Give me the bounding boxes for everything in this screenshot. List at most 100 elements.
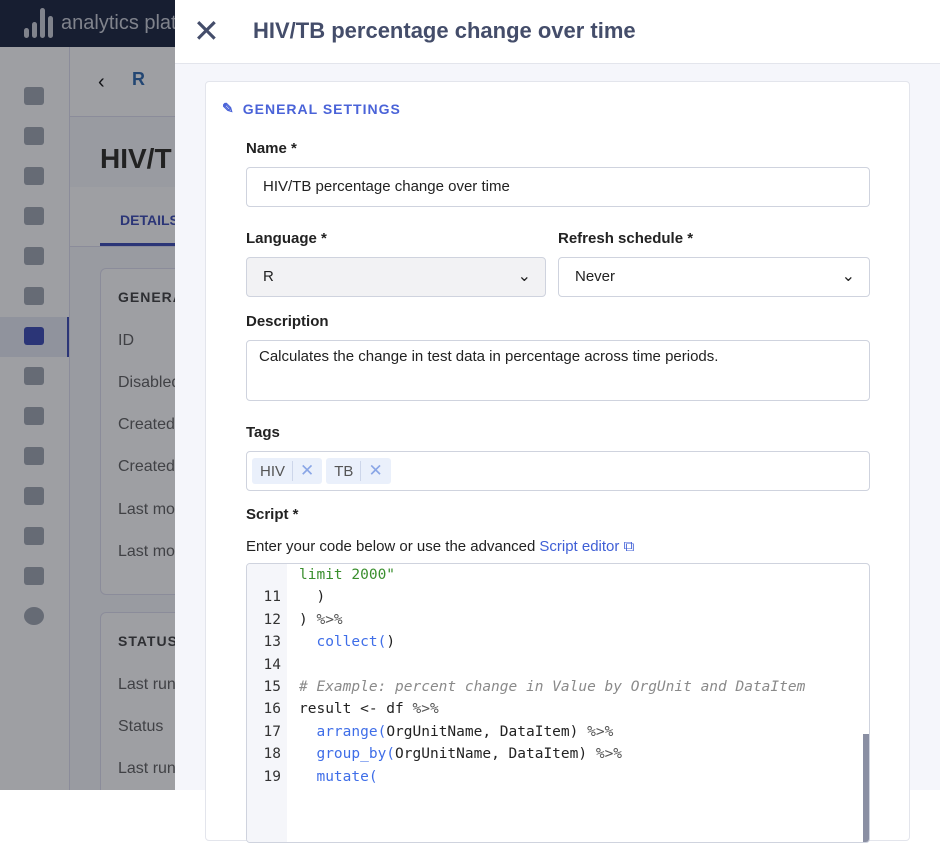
modal-overlay[interactable] xyxy=(0,0,175,790)
code-line: 13 collect() xyxy=(247,634,869,656)
bar-chart-icon[interactable] xyxy=(24,527,44,545)
code-line: 18 group_by(OrgUnitName, DataItem) %>% xyxy=(247,746,869,768)
refresh-select[interactable]: Never ⌄ xyxy=(558,257,870,297)
line-text: limit 2000" xyxy=(299,567,396,583)
line-text: result <- df %>% xyxy=(299,701,439,718)
status-card: STATUS Last run Status Last run xyxy=(100,612,175,790)
broadcast-icon[interactable] xyxy=(24,567,44,585)
code-line: 16 result <- df %>% xyxy=(247,701,869,723)
script-label: Script * xyxy=(246,506,299,523)
page-title: HIV/T xyxy=(100,143,172,174)
file-icon[interactable] xyxy=(24,207,44,225)
gear-icon[interactable] xyxy=(24,487,44,505)
script-editor-link[interactable]: Script editor ⧉ xyxy=(539,538,634,555)
refresh-value: Never xyxy=(575,268,616,285)
script-hint: Enter your code below or use the advance… xyxy=(246,538,634,555)
external-link-icon: ⧉ xyxy=(623,538,635,555)
general-card: GENERA ID Disabled Created Created Last … xyxy=(100,268,175,595)
main-content: ‹ R HIV/T DETAILS GENERA ID Disabled Cre… xyxy=(70,47,175,790)
line-text: arrange(OrgUnitName, DataItem) %>% xyxy=(316,723,614,740)
card-heading: GENERA xyxy=(118,289,175,305)
code-editor[interactable]: limit 2000" 11 ) 12) %>% 13 collect() 14 15 # … xyxy=(246,563,870,843)
code-line: 15 # Example: percent change in Value by … xyxy=(247,679,869,701)
section-title: GENERAL SETTINGS xyxy=(242,100,401,117)
tags-label: Tags xyxy=(246,424,280,441)
pencil-icon: ✎ xyxy=(222,100,235,116)
top-bar: analytics platform xyxy=(0,0,175,47)
logo-bars-icon xyxy=(24,8,53,38)
folder-icon[interactable] xyxy=(24,167,44,185)
tab-bar: DETAILS xyxy=(70,187,175,247)
language-select[interactable]: R ⌄ xyxy=(246,257,546,297)
data-search-icon[interactable] xyxy=(24,367,44,385)
r-language-logo: R xyxy=(132,69,145,89)
row-label: Disabled xyxy=(118,374,175,391)
line-text: # Example: percent change in Value by Or… xyxy=(299,679,806,695)
line-number: 13 xyxy=(263,634,281,651)
name-input[interactable]: HIV/TB percentage change over time xyxy=(246,167,870,207)
row-label: Last mo xyxy=(118,543,175,560)
chevron-down-icon: ⌄ xyxy=(841,268,855,285)
row-label: Created xyxy=(118,458,175,475)
script-icon[interactable] xyxy=(24,327,44,345)
card-heading: STATUS xyxy=(118,633,175,649)
line-number: 11 xyxy=(263,589,281,606)
tab-details[interactable]: DETAILS xyxy=(100,187,175,246)
code-line: 17 arrange(OrgUnitName, DataItem) %>% xyxy=(247,724,869,746)
link-text: Script editor xyxy=(539,538,620,555)
tags-input[interactable]: HIV ✕ TB ✕ xyxy=(246,451,870,491)
line-number: 12 xyxy=(263,611,281,628)
brand-logo[interactable]: analytics platform xyxy=(24,8,175,38)
edit-drawer: ✕ HIV/TB percentage change over time ✎ G… xyxy=(175,0,940,843)
section-heading: ✎ GENERAL SETTINGS xyxy=(222,100,401,117)
code-icon[interactable] xyxy=(24,127,44,145)
code-line: 12 ) %>% xyxy=(247,612,869,634)
brand-name: analytics platform xyxy=(61,11,175,34)
info-icon[interactable] xyxy=(24,607,44,625)
sidebar xyxy=(0,47,70,790)
line-text: collect() xyxy=(316,634,396,651)
row-label: Status xyxy=(118,718,164,735)
tag-label: HIV xyxy=(260,462,286,480)
tag-chip: TB ✕ xyxy=(326,458,391,484)
row-label: ID xyxy=(118,332,134,349)
row-label: Created xyxy=(118,416,175,433)
remove-tag-icon[interactable]: ✕ xyxy=(360,461,383,481)
line-number: 19 xyxy=(263,768,281,785)
route-icon[interactable] xyxy=(24,287,44,305)
hint-text: Enter your code below or use the advance… xyxy=(246,538,536,555)
close-icon[interactable]: ✕ xyxy=(193,13,220,49)
scrollbar[interactable] xyxy=(863,734,869,842)
line-text: group_by(OrgUnitName, DataItem) %>% xyxy=(316,746,623,763)
line-number: 18 xyxy=(263,746,281,763)
remove-tag-icon[interactable]: ✕ xyxy=(292,461,314,481)
database-icon[interactable] xyxy=(24,87,44,105)
line-number: 14 xyxy=(263,656,281,673)
shield-lock-icon[interactable] xyxy=(24,447,44,465)
language-label: Language * xyxy=(246,230,327,247)
drawer-header: ✕ HIV/TB percentage change over time xyxy=(175,0,940,64)
back-arrow-icon[interactable]: ‹ xyxy=(98,71,105,93)
description-label: Description xyxy=(246,313,329,330)
description-textarea[interactable]: Calculates the change in test data in pe… xyxy=(246,340,870,401)
language-value: R xyxy=(263,268,274,285)
tag-label: TB xyxy=(334,462,354,480)
settings-card: ✎ GENERAL SETTINGS Name * HIV/TB percent… xyxy=(205,81,910,843)
code-line: 19 mutate( xyxy=(247,769,869,791)
line-text: ) xyxy=(299,589,326,606)
drawer-title: HIV/TB percentage change over time xyxy=(253,18,636,43)
send-icon[interactable] xyxy=(24,247,44,265)
code-line: 11 ) xyxy=(247,589,869,611)
line-number: 17 xyxy=(263,723,281,740)
code-line: 14 xyxy=(247,657,869,679)
add-dashboard-icon[interactable] xyxy=(24,407,44,425)
line-text: mutate( xyxy=(316,768,378,785)
refresh-label: Refresh schedule * xyxy=(558,230,694,247)
line-text: ) %>% xyxy=(299,611,343,628)
line-number: 16 xyxy=(263,701,281,718)
row-label: Last run xyxy=(118,760,175,777)
main-header: ‹ R xyxy=(70,47,175,117)
row-label: Last run xyxy=(118,676,175,693)
name-label: Name * xyxy=(246,140,297,157)
row-label: Last mo xyxy=(118,501,175,518)
